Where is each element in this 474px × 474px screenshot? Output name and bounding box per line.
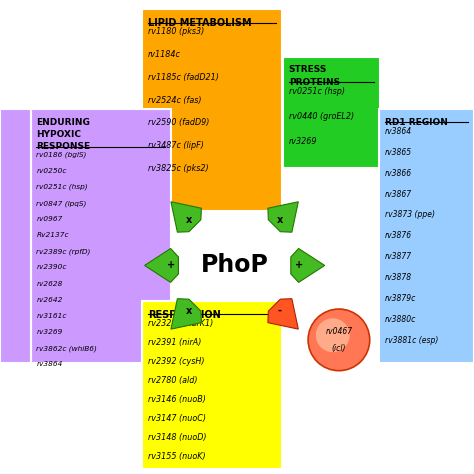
- Text: rv3880c: rv3880c: [385, 315, 416, 324]
- FancyBboxPatch shape: [31, 109, 171, 363]
- Text: rv2780 (ald): rv2780 (ald): [148, 376, 197, 385]
- Text: rv3873 (ppe): rv3873 (ppe): [385, 210, 435, 219]
- Text: x: x: [277, 215, 283, 225]
- Polygon shape: [291, 248, 325, 283]
- Circle shape: [308, 309, 370, 371]
- Text: RESPIRATION: RESPIRATION: [148, 310, 220, 319]
- Text: rv3865: rv3865: [385, 148, 412, 157]
- FancyBboxPatch shape: [0, 109, 31, 363]
- Text: LIPID METABOLISM: LIPID METABOLISM: [148, 18, 252, 28]
- Text: rv1184c: rv1184c: [148, 50, 181, 59]
- Text: rv3879c: rv3879c: [385, 294, 416, 303]
- Text: -: -: [278, 306, 282, 316]
- Text: RD1 REGION: RD1 REGION: [385, 118, 448, 127]
- Text: rv3146 (nuoB): rv3146 (nuoB): [148, 395, 206, 404]
- Text: rv2628: rv2628: [36, 281, 63, 287]
- Text: rv3148 (nuoD): rv3148 (nuoD): [148, 433, 206, 442]
- Text: rv3881c (esp): rv3881c (esp): [385, 336, 438, 345]
- Text: rv3155 (nuoK): rv3155 (nuoK): [148, 452, 206, 461]
- Text: rv0967: rv0967: [36, 216, 63, 222]
- Text: rv3864: rv3864: [385, 127, 412, 136]
- Text: x: x: [186, 306, 192, 316]
- Text: STRESS: STRESS: [289, 65, 327, 74]
- Polygon shape: [145, 248, 178, 283]
- Text: x: x: [186, 215, 192, 225]
- Text: rv0467: rv0467: [325, 327, 353, 336]
- Text: rv0440 (groEL2): rv0440 (groEL2): [289, 112, 354, 121]
- Text: rv2390c: rv2390c: [36, 264, 67, 271]
- Text: rv3876: rv3876: [385, 231, 412, 240]
- Polygon shape: [268, 202, 298, 232]
- Text: +: +: [166, 260, 175, 271]
- Text: PhoP: PhoP: [201, 254, 269, 277]
- Text: rv2391 (nirA): rv2391 (nirA): [148, 338, 201, 347]
- Text: rv1185c (fadD21): rv1185c (fadD21): [148, 73, 219, 82]
- Text: rv1180 (pks3): rv1180 (pks3): [148, 27, 204, 36]
- Text: rv2329c (narK1): rv2329c (narK1): [148, 319, 213, 328]
- Text: rv2524c (fas): rv2524c (fas): [148, 96, 201, 105]
- Text: rv0250c: rv0250c: [36, 168, 67, 174]
- Text: rv3825c (pks2): rv3825c (pks2): [148, 164, 209, 173]
- Text: ENDURING: ENDURING: [36, 118, 91, 127]
- Polygon shape: [171, 202, 201, 232]
- Circle shape: [316, 319, 350, 352]
- Polygon shape: [268, 299, 298, 329]
- FancyBboxPatch shape: [379, 109, 474, 363]
- Text: RESPONSE: RESPONSE: [36, 142, 91, 151]
- Text: rv3269: rv3269: [36, 329, 63, 335]
- Text: rv0251c (hsp): rv0251c (hsp): [289, 87, 345, 96]
- FancyBboxPatch shape: [283, 57, 380, 168]
- Text: rv2590 (fadD9): rv2590 (fadD9): [148, 118, 209, 128]
- Text: rv3866: rv3866: [385, 169, 412, 178]
- Text: rv3487c (lipF): rv3487c (lipF): [148, 141, 204, 150]
- Text: HYPOXIC: HYPOXIC: [36, 130, 82, 139]
- FancyBboxPatch shape: [142, 301, 282, 469]
- Text: rv3877: rv3877: [385, 252, 412, 261]
- Text: rv3147 (nuoC): rv3147 (nuoC): [148, 414, 206, 423]
- Text: rv2392 (cysH): rv2392 (cysH): [148, 357, 204, 366]
- Text: PROTEINS: PROTEINS: [289, 78, 340, 87]
- Text: rv3867: rv3867: [385, 190, 412, 199]
- Text: rv0251c (hsp): rv0251c (hsp): [36, 184, 88, 191]
- Polygon shape: [171, 299, 201, 329]
- FancyBboxPatch shape: [142, 9, 282, 211]
- Text: (icl): (icl): [332, 344, 346, 353]
- Text: Rv2137c: Rv2137c: [36, 232, 69, 238]
- Text: rv0186 (bglS): rv0186 (bglS): [36, 152, 87, 158]
- Text: +: +: [294, 260, 303, 271]
- Text: rv3269: rv3269: [289, 137, 317, 146]
- Text: rv0847 (lpqS): rv0847 (lpqS): [36, 200, 87, 207]
- Text: rv3864: rv3864: [36, 361, 63, 367]
- Text: rv2389c (rpfD): rv2389c (rpfD): [36, 248, 91, 255]
- Text: rv3161c: rv3161c: [36, 313, 67, 319]
- Text: rv3862c (whiB6): rv3862c (whiB6): [36, 345, 97, 352]
- Text: rv3878: rv3878: [385, 273, 412, 282]
- Text: rv2642: rv2642: [36, 297, 63, 303]
